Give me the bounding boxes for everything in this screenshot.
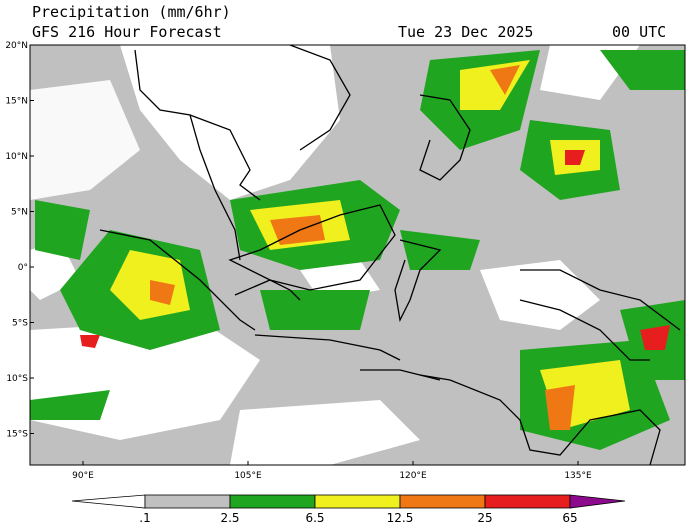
subtitle: GFS 216 Hour Forecast	[32, 23, 222, 41]
lon-label: 90°E	[72, 471, 94, 481]
lat-label: 10°S	[6, 374, 28, 384]
colorbar-label: 6.5	[305, 511, 324, 525]
map-frame	[29, 44, 686, 466]
lon-label: 105°E	[234, 471, 262, 481]
lon-label: 120°E	[399, 471, 427, 481]
date: Tue 23 Dec 2025	[398, 23, 533, 41]
colorbar-label: .1	[139, 511, 150, 525]
lat-label: 5°N	[11, 208, 28, 218]
lat-label: 10°N	[5, 152, 28, 162]
colorbar-label: 12.5	[387, 511, 414, 525]
colorbar-label: 65	[562, 511, 577, 525]
lat-label: 15°N	[5, 97, 28, 107]
colorbar-label: 2.5	[220, 511, 239, 525]
lat-label: 5°S	[12, 319, 28, 329]
lat-label: 0°	[18, 263, 28, 273]
precip-field	[30, 45, 685, 465]
colorbar	[71, 494, 626, 509]
lon-label: 135°E	[564, 471, 592, 481]
title: Precipitation (mm/6hr)	[32, 3, 231, 21]
time: 00 UTC	[612, 23, 666, 41]
lat-label: 15°S	[6, 430, 28, 440]
lat-label: 20°N	[5, 41, 28, 51]
colorbar-label: 25	[477, 511, 492, 525]
